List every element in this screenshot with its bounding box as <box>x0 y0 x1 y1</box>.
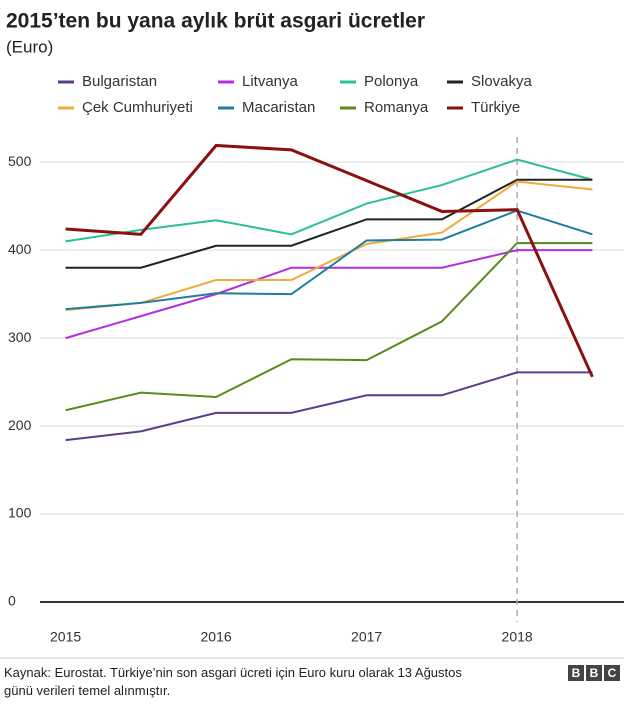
y-tick-label: 100 <box>8 505 32 521</box>
source-line: günü verileri temel alınmıştır. <box>4 683 170 698</box>
x-tick-label: 2017 <box>351 629 382 645</box>
series-line <box>65 178 593 269</box>
series-line <box>65 180 593 311</box>
series-line <box>65 143 594 378</box>
chart-subtitle: (Euro) <box>6 37 53 56</box>
series-line <box>65 249 593 340</box>
y-tick-label: 300 <box>8 329 32 345</box>
legend-label: Çek Cumhuriyeti <box>82 99 193 116</box>
logo-letter: C <box>608 666 617 680</box>
series-line <box>65 242 593 412</box>
x-tick-label: 2018 <box>502 629 533 645</box>
legend-label: Macaristan <box>242 99 315 116</box>
logo-letter: B <box>590 666 599 680</box>
series-line <box>65 371 593 442</box>
series-line <box>65 158 593 243</box>
logo-block <box>568 665 584 681</box>
legend-label: Romanya <box>364 99 429 116</box>
legend-label: Slovakya <box>471 73 533 90</box>
chart-title: 2015’ten bu yana aylık brüt asgari ücret… <box>6 10 425 33</box>
y-tick-label: 200 <box>8 417 32 433</box>
y-tick-label: 400 <box>8 241 32 257</box>
y-tick-label: 500 <box>8 153 32 169</box>
logo-letter: B <box>572 666 581 680</box>
legend-label: Polonya <box>364 73 419 90</box>
logo-block <box>604 665 620 681</box>
x-tick-label: 2016 <box>201 629 232 645</box>
legend-label: Türkiye <box>471 99 520 116</box>
legend-label: Litvanya <box>242 73 299 90</box>
y-tick-label: 0 <box>8 593 16 609</box>
legend-label: Bulgaristan <box>82 73 157 90</box>
source-note: Kaynak: Eurostat. Türkiye’nin son asgari… <box>4 665 462 698</box>
logo-block <box>586 665 602 681</box>
source-line: Kaynak: Eurostat. Türkiye’nin son asgari… <box>4 665 462 680</box>
x-tick-label: 2015 <box>50 629 81 645</box>
series-line <box>65 209 593 311</box>
